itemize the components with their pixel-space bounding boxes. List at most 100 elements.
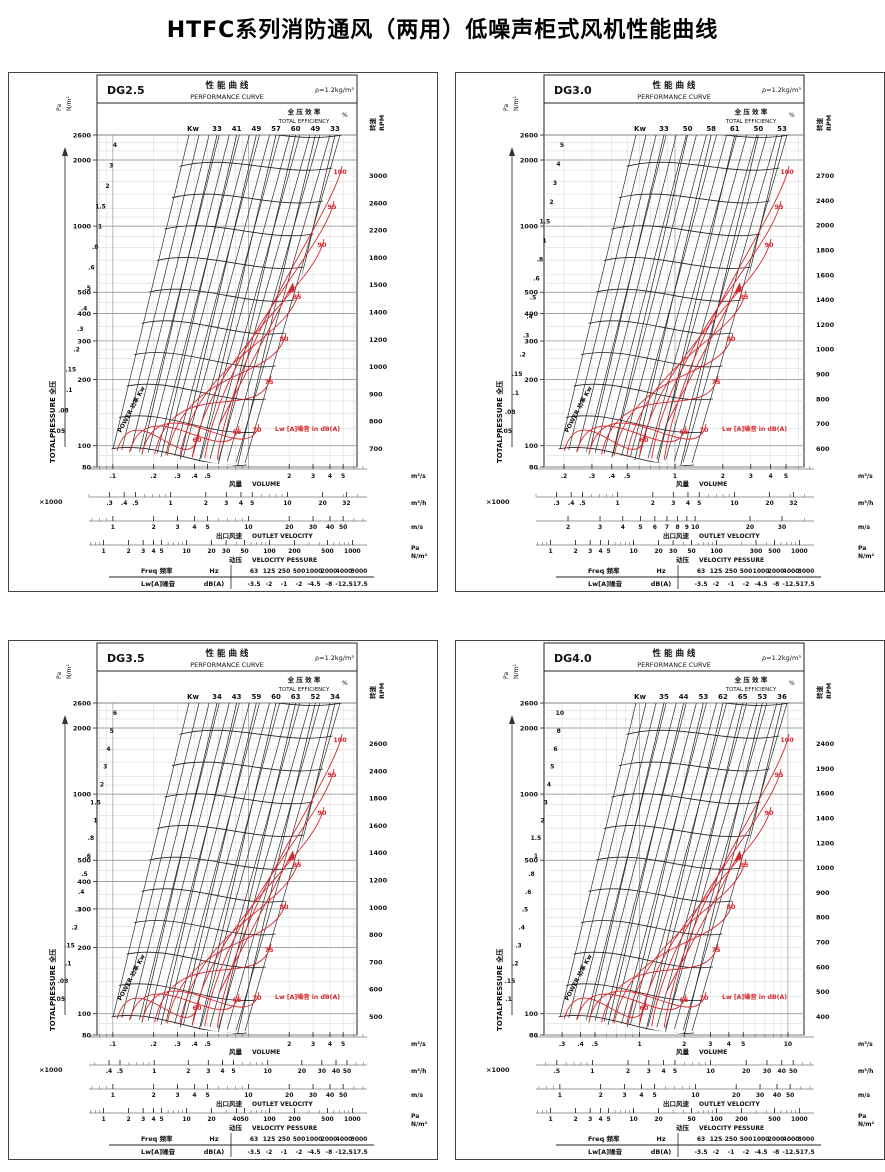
velocity-scale-tick-label: 40 bbox=[773, 1092, 781, 1099]
m3h-scale-tick-label: .4 bbox=[568, 500, 574, 507]
m3h-scale-tick-label: 3 bbox=[206, 1068, 210, 1075]
efficiency-contour-label: 75 bbox=[264, 946, 274, 954]
dynpressure-scale-tick-label: 3 bbox=[588, 1116, 592, 1123]
rpm-value: 500 bbox=[369, 1013, 383, 1021]
dynpressure-scale-tick-label: 500 bbox=[321, 548, 334, 555]
power-grid-line bbox=[577, 703, 657, 1019]
noise-lw-value: -2 bbox=[266, 1149, 273, 1156]
rpm-value: 400 bbox=[816, 1013, 830, 1021]
volume-scale-tick-label: .4 bbox=[609, 473, 615, 480]
eff-header-cn: 全 压 效 率 bbox=[287, 107, 321, 116]
dynpressure-scale-tick-label: 1000 bbox=[344, 1116, 361, 1123]
power-value: 2 bbox=[100, 782, 104, 789]
power-value: .8 bbox=[92, 244, 98, 251]
noise-freq-value: 125 bbox=[710, 568, 723, 575]
pressure-axis-arrow-head bbox=[62, 715, 68, 724]
volume-scale-tick-label: 4 bbox=[769, 473, 773, 480]
dynpressure-scale-tick-label: 50 bbox=[687, 548, 695, 555]
volume-scale-tick-label: 4 bbox=[727, 1041, 731, 1048]
rpm-curve bbox=[626, 161, 780, 171]
power-value: .05 bbox=[54, 428, 65, 435]
efficiency-contour-labels: 60 65 70 75 80 85 90 95 100 Lw [A]噪音 in dB(A) bbox=[192, 736, 347, 1012]
rpm-value: 1800 bbox=[369, 254, 388, 262]
unit-ms: m/s bbox=[858, 524, 870, 531]
dynpressure-scale-tick-label: 500 bbox=[768, 548, 781, 555]
efficiency-guide-line bbox=[177, 135, 257, 467]
noise-freq-value: 125 bbox=[710, 1136, 723, 1143]
power-grid-line bbox=[112, 135, 190, 450]
power-grid-line bbox=[130, 135, 210, 451]
dynpressure-label-en: VELOCITY PESSURE bbox=[252, 1125, 317, 1132]
rpm-value: 3000 bbox=[369, 172, 388, 180]
power-value: 1.5 bbox=[90, 799, 101, 806]
pressure-unit-pa: Pa bbox=[56, 672, 63, 679]
velocity-scale-tick-label: 20 bbox=[732, 1092, 740, 1099]
m3h-scale-tick-label: 4 bbox=[686, 500, 690, 507]
power-value: 3 bbox=[109, 162, 113, 169]
noise-freq-value: 8000 bbox=[798, 1136, 815, 1143]
dynpressure-scale-tick-label: 100 bbox=[263, 548, 276, 555]
rpm-curve bbox=[618, 761, 771, 772]
model-label: DG4.0 bbox=[554, 652, 592, 665]
m3h-scale-tick-label: 20 bbox=[742, 1068, 750, 1075]
unit-nm2: N/m² bbox=[411, 553, 427, 560]
fan-lattice bbox=[111, 135, 342, 467]
power-value: 4 bbox=[113, 142, 117, 149]
power-value: 5 bbox=[550, 764, 554, 771]
outlet-label-cn: 出口风速 bbox=[663, 531, 690, 540]
efficiency-guide-line bbox=[624, 703, 704, 1035]
velocity-scale-tick-label: 5 bbox=[653, 1092, 657, 1099]
power-value: .1 bbox=[512, 390, 518, 397]
volume-label-en: VOLUME bbox=[252, 1049, 280, 1056]
m3h-scale-tick-label: 4 bbox=[661, 1068, 665, 1075]
rpm-curve bbox=[565, 415, 704, 434]
efficiency-value: 60 bbox=[271, 693, 281, 701]
efficiency-value: 35 bbox=[659, 693, 669, 701]
dynpressure-scale-tick-label: 10 bbox=[182, 1116, 190, 1123]
efficiency-contour-label: 90 bbox=[764, 241, 774, 249]
noise-freq-value: 63 bbox=[250, 568, 258, 575]
power-value: .08 bbox=[58, 408, 69, 415]
power-grid-line bbox=[674, 135, 768, 462]
rpm-curve bbox=[573, 951, 714, 969]
rpm-curve bbox=[580, 352, 723, 368]
volume-scale-tick-label: .4 bbox=[191, 473, 197, 480]
efficiency-contour-label: 60 bbox=[639, 436, 649, 444]
volume-label-cn: 风量 bbox=[676, 1047, 690, 1056]
efficiency-contour-label: 70 bbox=[252, 994, 262, 1002]
pressure-unit-pa: Pa bbox=[56, 104, 63, 111]
noise-freq-value: 250 bbox=[725, 1136, 738, 1143]
efficiency-guide-line bbox=[605, 703, 685, 1035]
velocity-scale-tick-label: 4 bbox=[192, 1092, 196, 1099]
noise-freq-value: 1000 bbox=[306, 568, 323, 575]
model-label: DG2.5 bbox=[107, 84, 145, 97]
power-value: .15 bbox=[64, 942, 75, 949]
volume-label-en: VOLUME bbox=[699, 481, 727, 488]
efficiency-contour-curve bbox=[576, 425, 687, 453]
volume-scale-tick-label: .5 bbox=[592, 1041, 598, 1048]
noise-freq-value: 4000 bbox=[783, 1136, 800, 1143]
fan-lattice bbox=[558, 703, 789, 1035]
velocity-scale-tick-label: 5 bbox=[206, 524, 210, 531]
power-value: .2 bbox=[512, 960, 518, 967]
rpm-value: 1900 bbox=[816, 765, 835, 773]
pressure-tick-label: 300 bbox=[77, 337, 91, 345]
power-grid-line bbox=[594, 135, 677, 453]
pressure-unit-pa: Pa bbox=[503, 672, 510, 679]
efficiency-contour-curve bbox=[129, 993, 240, 1021]
efficiency-guide-line bbox=[177, 703, 257, 1035]
rpm-curve bbox=[186, 703, 342, 706]
noise-freq-value: 1000 bbox=[753, 568, 770, 575]
efficiency-value: 59 bbox=[251, 693, 261, 701]
efficiency-contour-label: 80 bbox=[279, 903, 289, 911]
noise-freq-label: Freq 频率 bbox=[141, 1134, 173, 1143]
perf-title-cn: 性 能 曲 线 bbox=[206, 648, 249, 659]
noise-freq-unit: Hz bbox=[209, 1135, 218, 1143]
noise-arrow bbox=[218, 850, 294, 994]
efficiency-contour-curve bbox=[141, 990, 260, 1022]
rpm-value: 700 bbox=[816, 420, 830, 428]
rpm-value: 900 bbox=[816, 889, 830, 897]
dynpressure-scale-tick-label: 5 bbox=[159, 548, 163, 555]
noise-lw-value: -2 bbox=[266, 581, 273, 588]
density-label: ρ=1.2kg/m³ bbox=[762, 86, 801, 94]
